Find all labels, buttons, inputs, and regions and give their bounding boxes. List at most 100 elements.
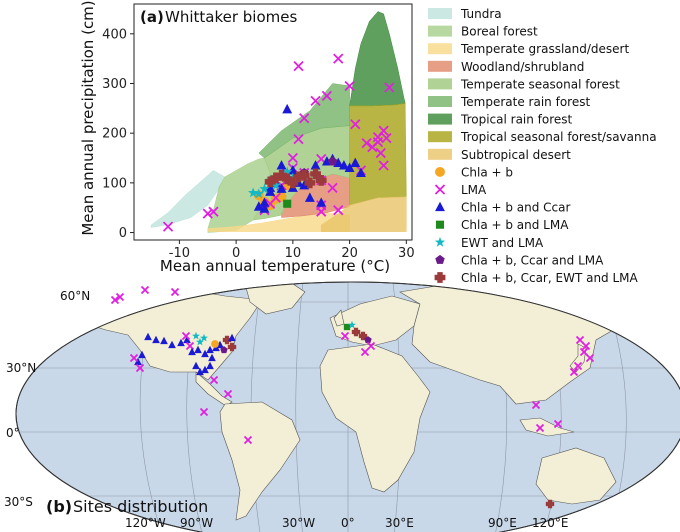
point-lma <box>321 90 333 102</box>
point-lma <box>293 60 304 72</box>
y-tick-label: 100 <box>102 176 127 191</box>
panel-a-label: (a) <box>140 8 164 26</box>
biome-tropical-seasonal-forest-savanna <box>349 103 407 206</box>
legend-swatch-boreal-forest <box>428 25 452 37</box>
map-lon-0: 0° <box>341 516 355 530</box>
site-chla-b-and-ccar <box>160 336 168 345</box>
site-lma <box>209 375 219 385</box>
legend-marker-chla-b-and-lma <box>435 220 445 229</box>
legend-label-chla-b-and-ccar: Chla + b and Ccar <box>461 201 571 215</box>
legend-swatch-tropical-seasonal-forest-savanna <box>428 131 452 143</box>
legend-label-boreal-forest: Boreal forest <box>461 25 538 39</box>
map-lat-0: 0° <box>6 426 20 440</box>
map-border <box>15 281 680 532</box>
site-chla-b-and-ccar <box>201 365 209 374</box>
point-lma <box>293 134 304 145</box>
site-chla-b-ccar-ewt-and-lma <box>358 331 368 341</box>
site-chla-b-and-ccar <box>188 347 196 356</box>
map-lon-120e: 120°E <box>532 516 569 530</box>
x-tick-label: 10 <box>285 246 302 261</box>
site-lma <box>140 285 150 295</box>
point-chla-b-and-ccar <box>333 157 344 168</box>
site-chla-b-and-lma <box>343 323 351 331</box>
point-chla-b-and-ccar <box>259 203 270 213</box>
point-lma <box>208 206 219 217</box>
site-chla-b-ccar-ewt-and-lma <box>351 327 361 337</box>
indonesia <box>519 417 575 437</box>
map-lon-30w: 30°W <box>282 516 315 530</box>
point-chla-b-and-ccar <box>344 162 355 173</box>
data-points <box>162 53 395 232</box>
biome-tropical-rain-forest <box>349 11 406 107</box>
legend-label-chla-b: Chla + b <box>461 165 513 179</box>
site-chla-b-and-ccar <box>138 350 146 359</box>
point-chla-b-and-ccar <box>276 160 287 170</box>
plot-frame <box>133 3 413 241</box>
point-chla-b-and-ccar <box>253 201 264 211</box>
legend-label-lma: LMA <box>461 183 487 197</box>
legend-label-temperate-seasonal-forest: Temperate seasonal forest <box>460 77 620 91</box>
site-ewt-and-lma <box>348 320 356 329</box>
point-ewt-and-lma <box>270 179 281 190</box>
point-lma <box>350 119 361 130</box>
biome-temperate-rain-forest <box>258 83 350 159</box>
site-chla-b-and-ccar <box>196 367 204 376</box>
legend-swatch-temperate-grassland-desert <box>428 43 452 55</box>
point-chla-b-ccar-ewt-and-lma <box>287 177 299 189</box>
site-lma <box>243 435 253 445</box>
greenland <box>244 282 306 315</box>
point-chla-b-and-ccar <box>355 167 366 177</box>
site-chla-b-and-ccar <box>152 335 160 344</box>
point-lma <box>378 160 389 171</box>
point-lma <box>333 53 344 64</box>
point-lma <box>372 136 384 148</box>
legend-swatch-tundra <box>428 8 452 19</box>
legend: Tundra Boreal forest Temperate grassland/d… <box>428 7 657 285</box>
point-chla-b-and-ccar <box>316 197 327 207</box>
site-chla-b-ccar-ewt-and-lma <box>222 335 232 345</box>
point-chla-b-and-lma <box>283 199 292 208</box>
site-lma <box>569 367 579 377</box>
biome-subtropical-desert <box>320 196 407 232</box>
legend-swatch-tropical-rain-forest <box>428 113 452 125</box>
y-tick-label: 200 <box>102 127 127 142</box>
site-chla-b-and-ccar <box>144 332 152 341</box>
y-axis-label: Mean annual precipitation (cm) <box>79 0 97 235</box>
panel-b-title: Sites distribution <box>73 497 208 516</box>
point-chla-b-and-ccar <box>304 192 315 202</box>
point-ewt-and-lma <box>253 188 264 199</box>
map-lat-60n: 60°N <box>60 289 90 303</box>
point-lma <box>327 182 338 193</box>
y-ticks: 0 100 200 300 400 <box>102 27 134 241</box>
site-lma <box>579 347 589 357</box>
point-chla-b-and-ccar <box>282 103 293 114</box>
x-tick-label: -10 <box>169 246 190 261</box>
point-chla-b-and-ccar <box>299 179 310 190</box>
map-lon-90w: 90°W <box>180 516 213 530</box>
point-chla-b-and-ccar <box>259 197 270 207</box>
point-chla-b-ccar-ewt-and-lma <box>315 174 327 186</box>
map-lon-90e: 90°E <box>488 516 517 530</box>
chart-a: -10 0 10 20 30 0 100 200 300 400 (a) Whittaker b… <box>79 0 657 285</box>
site-chla-b-and-ccar <box>201 349 209 358</box>
site-chla-b-ccar-and-lma <box>364 336 372 344</box>
site-chla-b <box>211 340 219 348</box>
site-lma <box>531 400 541 410</box>
map-lon-120w: 120°W <box>125 516 166 530</box>
site-ewt-and-lma <box>200 333 208 342</box>
legend-marker-chla-b <box>435 166 445 177</box>
point-ewt-and-lma <box>282 166 293 177</box>
site-ewt-and-lma <box>196 337 204 346</box>
site-lma <box>340 331 350 341</box>
legend-marker-ewt-and-lma <box>434 236 446 247</box>
site-lma <box>366 341 376 351</box>
site-chla-b-and-ccar <box>183 335 191 344</box>
site-chla-b-and-ccar <box>206 361 214 370</box>
point-chla-b-and-ccar <box>310 160 321 170</box>
point-lma <box>381 133 392 144</box>
point-lma <box>316 206 327 217</box>
point-lma <box>375 147 386 159</box>
site-lma <box>360 347 370 357</box>
point-lma <box>162 221 174 232</box>
site-chla-b-ccar-ewt-and-lma <box>227 342 237 352</box>
